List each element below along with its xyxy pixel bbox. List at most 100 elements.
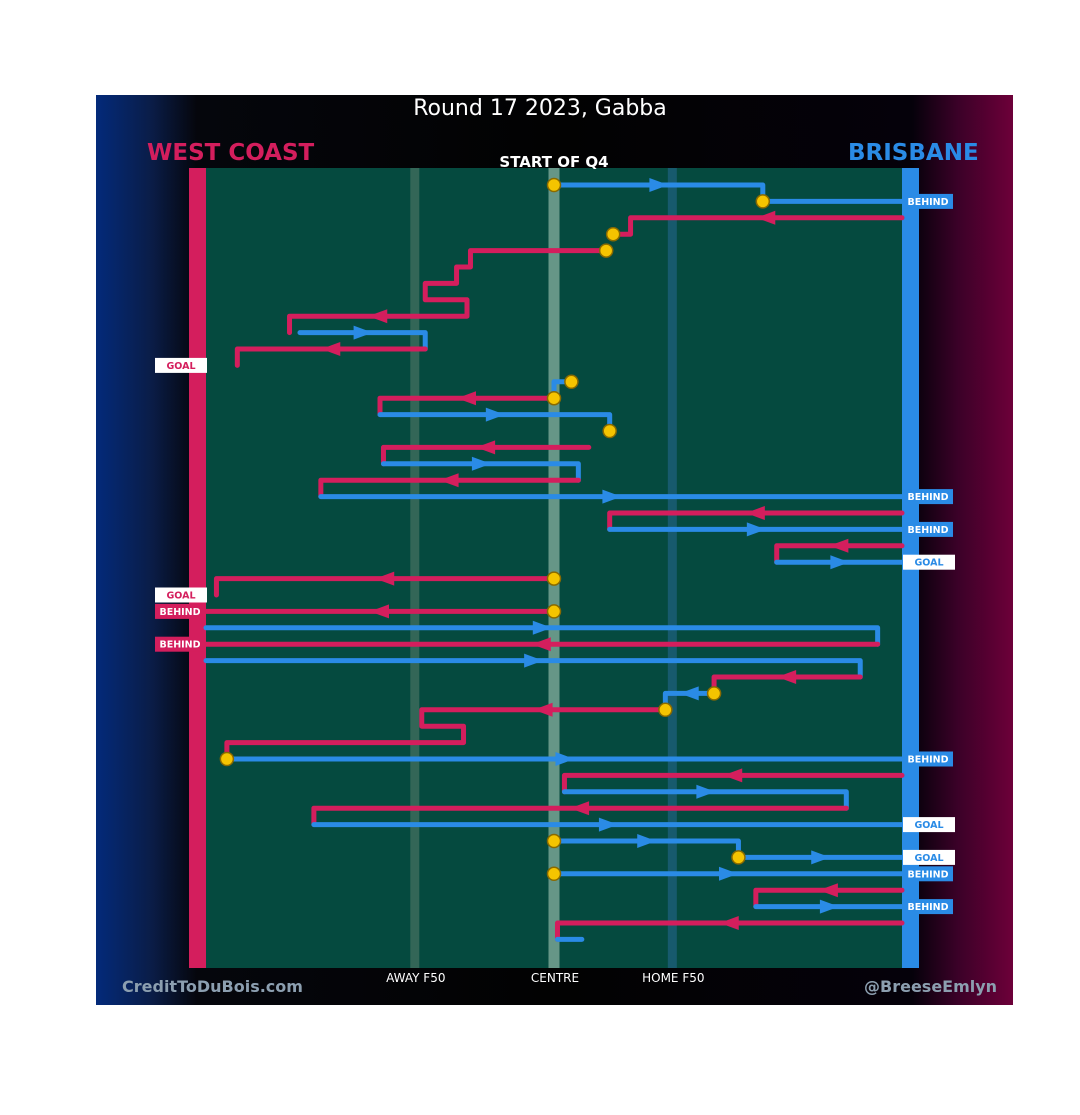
- result-tag: [155, 636, 205, 652]
- result-tag: [155, 357, 207, 373]
- chain-arrow: [555, 752, 575, 766]
- result-tag-label: GOAL: [166, 361, 195, 372]
- stoppage-marker: [219, 751, 235, 767]
- chain-line-westcoast: [380, 444, 592, 467]
- chain-arrow: [649, 178, 669, 192]
- chain-line-westcoast: [311, 805, 849, 828]
- chain-arrow: [531, 637, 551, 652]
- chain-line-westcoast: [377, 395, 557, 418]
- chain-line-westcoast: [774, 543, 905, 565]
- result-tag-label: GOAL: [166, 591, 195, 602]
- chain-arrow: [818, 883, 838, 898]
- result-tag-label: GOAL: [914, 853, 943, 864]
- stoppage-marker: [546, 604, 562, 619]
- result-tag: [903, 521, 953, 537]
- stoppage-marker: [546, 571, 562, 586]
- result-tag-label: BEHIND: [907, 525, 948, 536]
- chain-arrow: [830, 555, 850, 570]
- x-tick-label: AWAY F50: [386, 971, 445, 985]
- chain-arrow: [756, 210, 776, 225]
- right-team-name: BRISBANE: [848, 140, 979, 166]
- chain-arrow: [375, 571, 395, 586]
- result-tag: [903, 866, 953, 882]
- chain-line-westcoast: [561, 772, 905, 795]
- stoppage-marker: [564, 374, 579, 390]
- result-tag: [155, 603, 205, 619]
- chain-arrow: [679, 686, 699, 701]
- chain-arrow: [811, 850, 831, 865]
- stoppage-marker: [546, 390, 562, 406]
- x-tick-label: HOME F50: [642, 971, 704, 985]
- chart-subtitle: START OF Q4: [499, 153, 609, 171]
- result-tag: [903, 899, 953, 915]
- chain-line-westcoast: [610, 215, 905, 237]
- chain-arrow: [723, 768, 743, 783]
- result-tag-label: GOAL: [914, 558, 943, 569]
- left-team-name: WEST COAST: [147, 140, 315, 166]
- result-tag: [903, 751, 953, 767]
- chain-line-westcoast: [224, 707, 668, 762]
- reference-band: [410, 168, 420, 968]
- stoppage-marker: [598, 243, 614, 258]
- chain-arrow: [746, 522, 766, 537]
- chain-line-brisbane: [551, 182, 905, 204]
- chain-arrow: [719, 916, 739, 930]
- stoppage-marker: [546, 866, 562, 882]
- footer-credit: CreditToDuBois.com: [122, 977, 303, 996]
- result-tag: [903, 489, 953, 505]
- result-tag-label: BEHIND: [907, 869, 948, 880]
- chain-line-westcoast: [753, 887, 905, 910]
- stoppage-marker: [658, 702, 673, 718]
- result-tag-label: GOAL: [914, 820, 943, 831]
- chain-arrow: [745, 506, 765, 520]
- chain-arrow: [532, 620, 552, 635]
- chain-arrow: [598, 817, 618, 832]
- chain-arrow: [570, 801, 590, 816]
- result-tag: [903, 817, 955, 833]
- chart-title: Round 17 2023, Gabba: [413, 96, 667, 121]
- west-coast-goal-line: [189, 168, 206, 968]
- chain-arrow: [819, 899, 839, 914]
- result-tag-label: BEHIND: [907, 197, 948, 208]
- stoppage-marker: [602, 423, 617, 439]
- chain-line-brisbane: [203, 625, 881, 647]
- chain-line-westcoast: [318, 477, 581, 500]
- chain-line-westcoast: [554, 920, 905, 942]
- stoppage-marker: [731, 850, 746, 865]
- chain-arrow: [602, 489, 622, 504]
- chain-line-brisbane: [203, 658, 863, 680]
- chain-line-westcoast: [234, 346, 428, 368]
- result-tag-label: BEHIND: [159, 640, 200, 651]
- chain-arrow: [368, 309, 388, 324]
- chain-line-brisbane: [380, 461, 581, 483]
- result-tag-label: BEHIND: [159, 607, 200, 618]
- chain-arrow: [471, 456, 491, 471]
- chain-arrow: [829, 538, 849, 553]
- chain-line-westcoast: [287, 248, 609, 336]
- result-tag-label: BEHIND: [907, 902, 948, 913]
- result-tag-label: BEHIND: [907, 755, 948, 766]
- chain-line-westcoast: [213, 576, 557, 598]
- chain-arrow: [457, 391, 476, 406]
- chain-arrow: [321, 342, 341, 356]
- footer-handle: @BreeseEmlyn: [864, 977, 998, 996]
- stoppage-marker: [706, 686, 722, 701]
- stoppage-marker: [546, 177, 562, 193]
- chain-arrow: [370, 604, 389, 619]
- chain-arrow: [533, 702, 553, 717]
- x-tick-label: CENTRE: [531, 971, 579, 985]
- stoppage-marker: [605, 226, 621, 242]
- stoppage-marker: [546, 833, 562, 849]
- chain-arrow: [637, 834, 657, 848]
- chain-arrow: [439, 473, 459, 488]
- chain-arrow: [476, 440, 496, 455]
- chain-arrow: [353, 325, 373, 340]
- chain-arrow: [777, 670, 797, 684]
- chain-arrow: [696, 784, 716, 799]
- stoppage-marker: [755, 194, 771, 209]
- chain-line-brisbane: [561, 789, 849, 811]
- result-tag: [903, 849, 955, 865]
- result-tag: [903, 193, 953, 209]
- chain-arrow: [485, 407, 505, 422]
